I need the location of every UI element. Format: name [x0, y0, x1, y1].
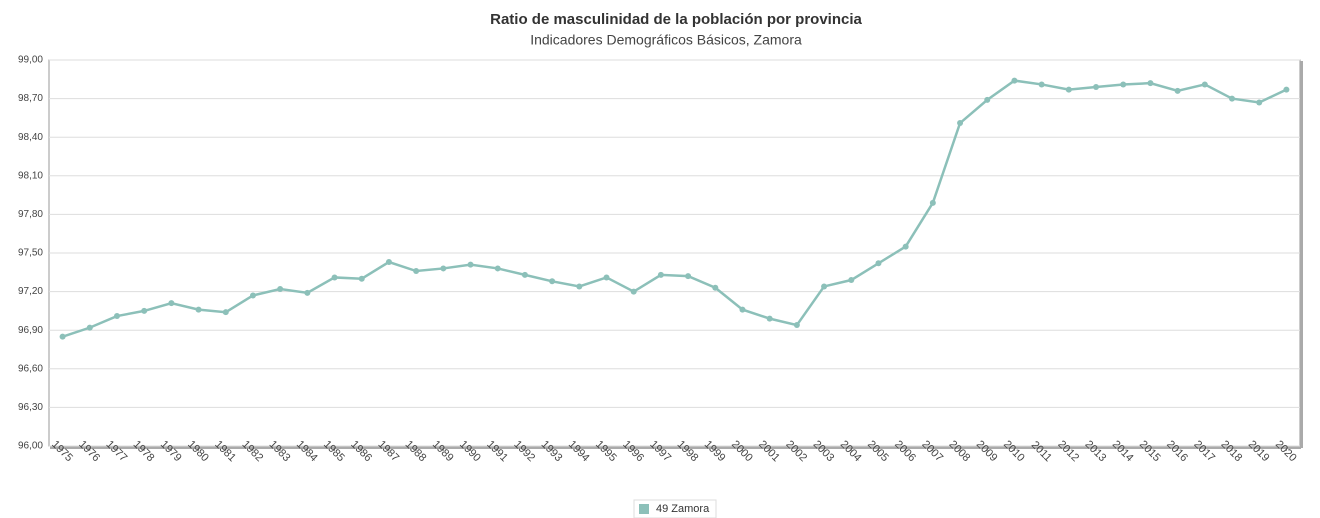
point	[549, 278, 556, 285]
point	[86, 324, 93, 331]
point	[1229, 95, 1236, 102]
legend-swatch	[639, 504, 649, 514]
y-tick-label: 97,80	[18, 209, 43, 220]
y-tick-label: 97,50	[18, 248, 43, 259]
line	[62, 79, 1287, 338]
point	[249, 292, 256, 299]
legend-label: 49 Zamora	[656, 503, 710, 515]
point	[902, 243, 909, 250]
point	[1011, 77, 1018, 84]
point	[848, 277, 855, 284]
y-tick-label: 98,40	[18, 132, 43, 143]
point	[1174, 87, 1181, 94]
point	[929, 199, 936, 206]
point	[385, 259, 392, 266]
point	[1065, 86, 1072, 93]
point	[603, 274, 610, 281]
point	[630, 288, 637, 295]
point	[1093, 84, 1100, 91]
y-tick-label: 98,70	[18, 93, 43, 104]
point	[1256, 99, 1263, 106]
point	[984, 96, 991, 103]
point	[494, 265, 501, 272]
y-tick-label: 96,60	[18, 363, 43, 374]
point	[304, 289, 311, 296]
y-tick-label: 96,90	[18, 325, 43, 336]
point	[1283, 86, 1290, 93]
y-tick-label: 97,20	[18, 286, 43, 297]
point	[331, 274, 338, 281]
point	[793, 322, 800, 329]
point	[576, 283, 583, 290]
point	[1038, 81, 1045, 88]
point	[1120, 81, 1127, 88]
point	[1201, 81, 1208, 88]
point	[957, 120, 964, 127]
point	[141, 307, 148, 314]
point	[875, 260, 882, 267]
point	[358, 275, 365, 282]
point	[712, 284, 719, 291]
point	[766, 315, 773, 322]
point	[413, 268, 420, 275]
point	[277, 286, 284, 293]
y-tick-label: 98,10	[18, 170, 43, 181]
point	[521, 271, 528, 278]
point	[195, 306, 202, 313]
point	[59, 333, 66, 340]
chart-subtitle: Indicadores Demográficos Básicos, Zamora	[530, 32, 802, 48]
y-tick-label: 99,00	[18, 55, 43, 66]
point	[1147, 80, 1154, 87]
point	[168, 300, 175, 307]
point	[739, 306, 746, 313]
point	[467, 261, 474, 268]
legend-frame	[633, 499, 717, 518]
y-tick-label: 96,30	[18, 402, 43, 413]
point	[821, 283, 828, 290]
point	[685, 273, 692, 280]
y-tick-label: 96,00	[18, 441, 43, 452]
point	[113, 313, 120, 320]
point	[222, 309, 229, 316]
point	[440, 265, 447, 272]
point	[657, 271, 664, 278]
chart-title: Ratio de masculinidad de la población po…	[490, 11, 862, 28]
